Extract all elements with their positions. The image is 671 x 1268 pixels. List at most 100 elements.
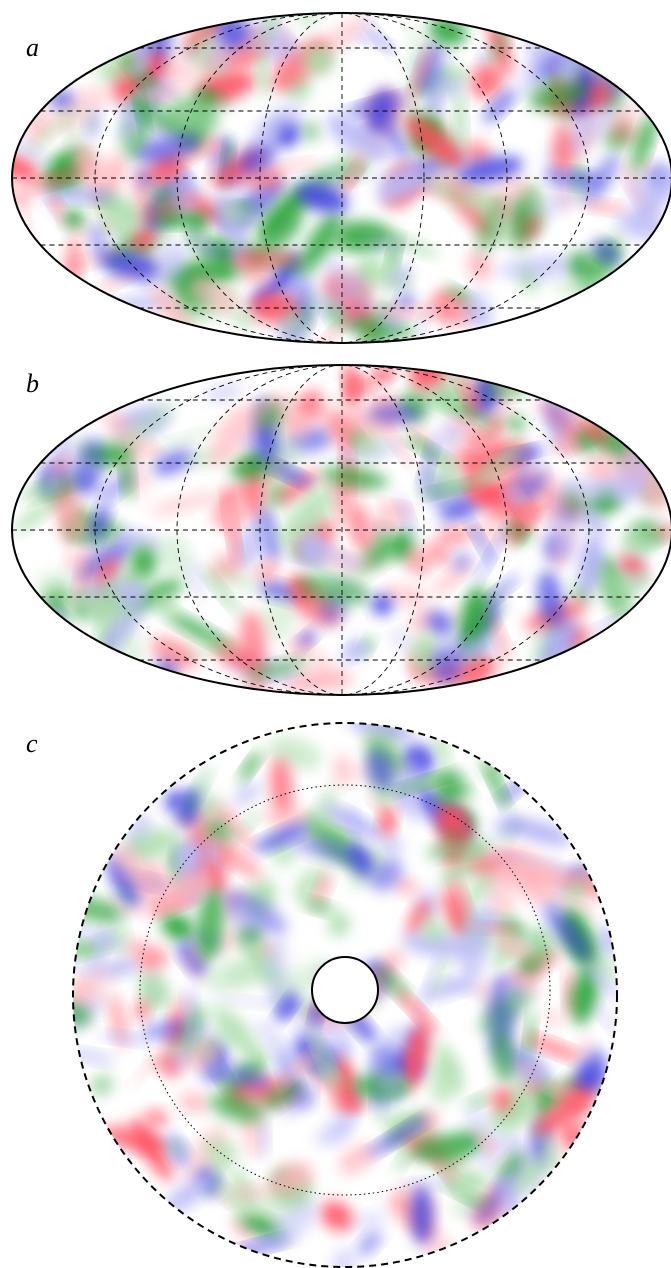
- blob: [158, 535, 193, 577]
- blob: [147, 491, 220, 516]
- blob: [181, 949, 200, 968]
- map-border: [11, 364, 671, 696]
- blob: [304, 45, 335, 75]
- blob: [259, 13, 289, 48]
- blob: [268, 1199, 318, 1246]
- blob: [104, 585, 133, 620]
- blob: [155, 593, 175, 617]
- blob: [87, 919, 113, 983]
- blob: [259, 1117, 269, 1158]
- blob: [304, 900, 335, 914]
- blob: [313, 870, 332, 908]
- blob: [239, 751, 262, 781]
- blob: [200, 794, 223, 818]
- blob: [507, 817, 572, 846]
- blob: [180, 1019, 199, 1068]
- blob: [459, 909, 491, 981]
- blob: [439, 830, 465, 843]
- blob: [277, 470, 320, 504]
- blob: [534, 1092, 593, 1135]
- blob: [334, 1056, 359, 1114]
- blob: [113, 529, 163, 551]
- blob: [124, 828, 179, 862]
- blob: [443, 887, 468, 940]
- blob: [507, 498, 541, 547]
- inner-core: [311, 956, 379, 1024]
- blob: [427, 610, 454, 638]
- blob: [434, 773, 466, 805]
- blob: [138, 971, 170, 1010]
- blob: [165, 100, 223, 131]
- blob: [114, 908, 130, 958]
- blob: [543, 1009, 564, 1029]
- blob: [477, 1130, 496, 1157]
- blob: [486, 764, 509, 810]
- blob: [506, 415, 526, 432]
- blob: [315, 1116, 356, 1147]
- blob: [72, 436, 105, 494]
- blob: [523, 1034, 584, 1061]
- blob: [242, 168, 285, 191]
- blob: [117, 580, 147, 608]
- blob: [302, 121, 320, 142]
- blob: [527, 927, 554, 963]
- blob: [294, 866, 326, 903]
- blob: [152, 1056, 180, 1072]
- blob: [257, 50, 269, 98]
- map-border: [11, 12, 671, 344]
- blob: [69, 507, 87, 540]
- blob: [281, 487, 334, 547]
- blob: [73, 962, 95, 973]
- blob: [580, 503, 606, 538]
- blob: [323, 549, 366, 569]
- blob: [152, 449, 194, 476]
- blob: [48, 194, 65, 217]
- blob: [411, 1185, 433, 1245]
- blob: [564, 877, 587, 904]
- blob: [93, 193, 145, 229]
- blob: [508, 1154, 550, 1195]
- blob: [491, 1028, 515, 1085]
- blob: [70, 590, 124, 624]
- blob: [477, 987, 534, 1035]
- blob: [478, 50, 490, 67]
- blob: [210, 404, 253, 466]
- panel-label: b: [26, 369, 39, 398]
- blob: [321, 1019, 351, 1041]
- blob: [513, 449, 538, 471]
- blob: [410, 1132, 484, 1162]
- blob: [301, 213, 342, 269]
- blob: [365, 238, 409, 251]
- blob: [297, 574, 371, 605]
- blob: [432, 290, 472, 327]
- blob: [209, 1092, 264, 1124]
- blob: [203, 859, 226, 897]
- blob: [308, 783, 339, 833]
- field-map: [12, 13, 671, 343]
- blob: [431, 648, 461, 684]
- panel-label: a: [26, 33, 39, 62]
- blob: [12, 153, 40, 182]
- blob: [347, 843, 374, 878]
- blob: [404, 547, 434, 576]
- blob: [74, 546, 90, 603]
- blob: [506, 479, 545, 541]
- blob: [90, 1074, 114, 1097]
- blob: [116, 402, 177, 449]
- blob: [260, 564, 280, 583]
- blob: [395, 878, 418, 895]
- blob: [583, 200, 627, 213]
- blob: [516, 968, 542, 995]
- blob: [563, 480, 612, 501]
- blob: [256, 1019, 296, 1071]
- blob: [23, 107, 76, 158]
- blob: [493, 934, 535, 960]
- blob: [144, 1109, 168, 1128]
- blob: [196, 887, 224, 963]
- blob: [181, 643, 241, 655]
- blob: [397, 493, 415, 536]
- blob: [151, 427, 223, 449]
- blob: [490, 28, 510, 63]
- blob: [357, 1229, 382, 1256]
- blob: [515, 1064, 542, 1074]
